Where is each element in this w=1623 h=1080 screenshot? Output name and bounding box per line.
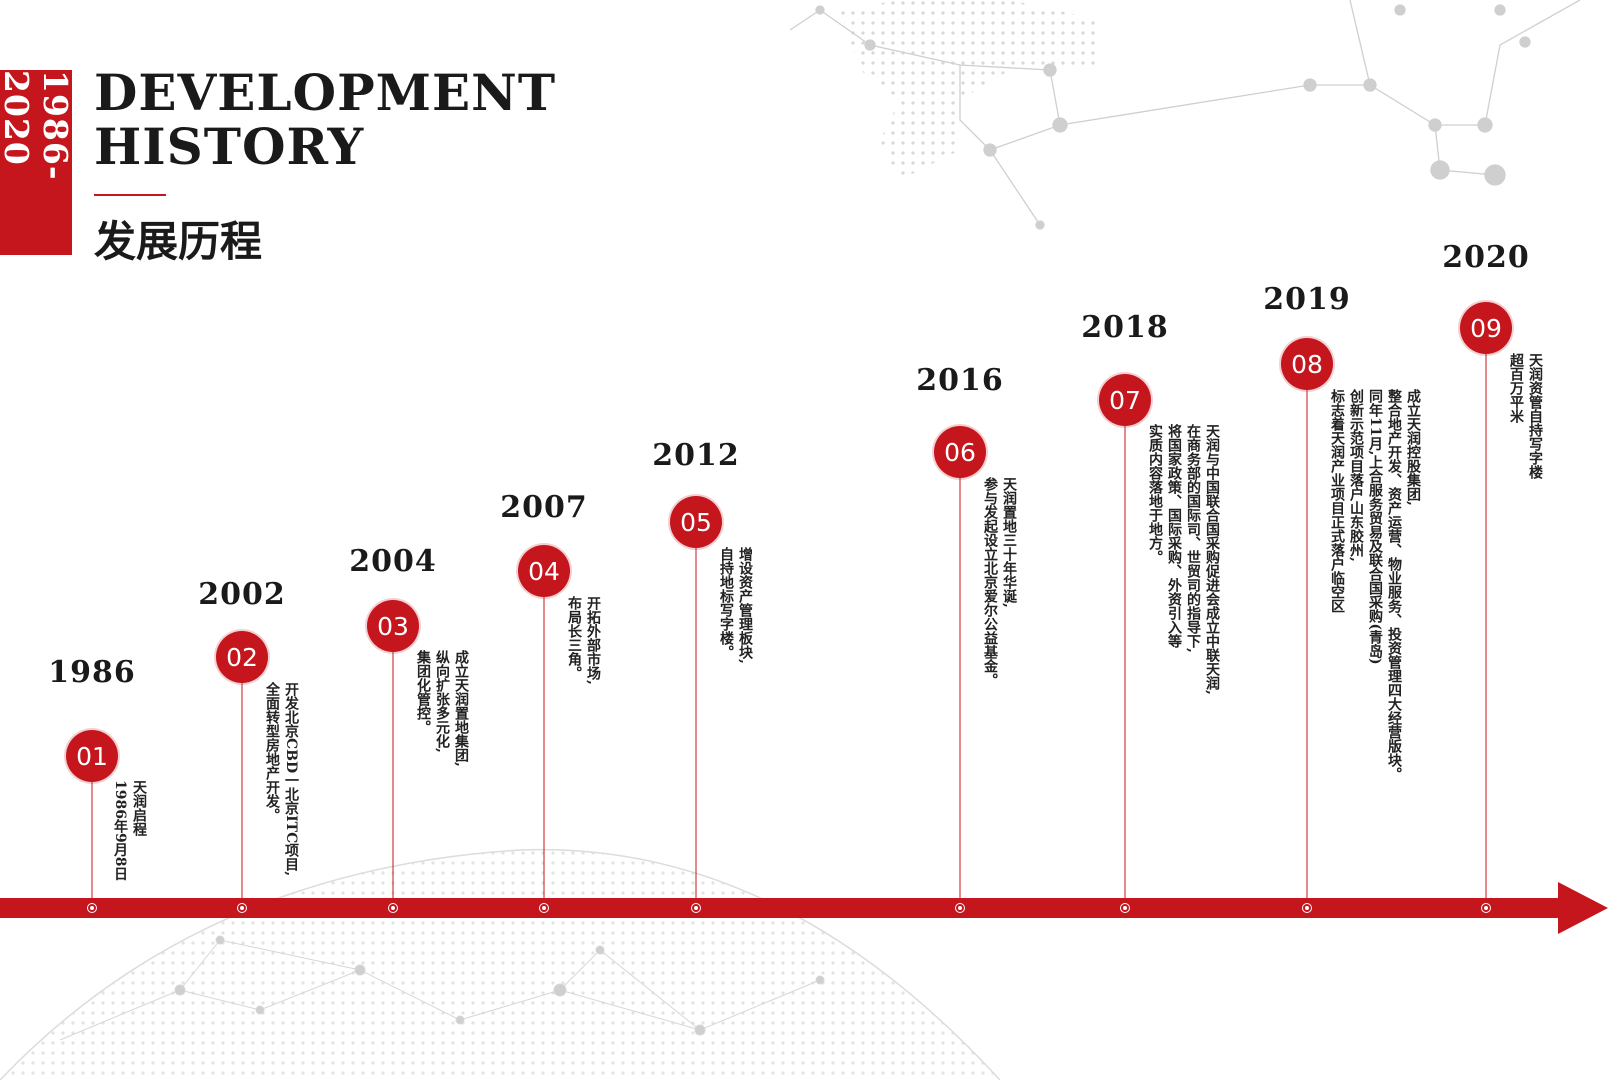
milestone-number-badge: 04 [518, 545, 570, 597]
milestone-description: 天润与中国联合国采购促进会成立中联天润, 在商务部的国际司、世贸司的指导下, 将国家… [1145, 424, 1221, 695]
milestone-description-line: 天润资管自持写字楼 [1527, 353, 1543, 479]
milestone-axis-dot-icon [1120, 903, 1130, 913]
milestone-description-line: 参与发起设立北京爱尔公益基金。 [982, 477, 998, 687]
milestone-number-badge: 06 [934, 426, 986, 478]
milestone-description-line: 天润与中国联合国采购促进会成立中联天润, [1204, 424, 1220, 695]
milestone-description-line: 增设资产管理板块, [737, 547, 753, 664]
milestone-description-line: 1986年9月8日 [112, 780, 128, 881]
milestone-number-badge: 09 [1460, 302, 1512, 354]
milestone-number-badge: 07 [1099, 374, 1151, 426]
milestone-stem [392, 626, 394, 908]
milestone-description-line: 全面转型房地产开发。 [264, 682, 280, 822]
milestone-description: 增设资产管理板块, 自持地标写字楼。 [716, 547, 754, 664]
milestone-number-badge: 05 [670, 496, 722, 548]
milestone-description-line: 标志着天润产业项目正式落户临空区 [1329, 389, 1345, 613]
milestone-description-line: 超百万平米 [1508, 353, 1524, 423]
title-en-line2: HISTORY [94, 117, 365, 176]
milestone-description-line: 将国家政策、国际采购、外资引入等 [1166, 424, 1182, 648]
milestone-description-line: 整合地产开发、资产运营、物业服务、投资管理四大经营版块。 [1386, 389, 1402, 781]
milestone-description-line: 创新示范项目落户山东胶州, [1348, 389, 1364, 562]
milestone-year: 2016 [916, 363, 1004, 398]
milestone-description: 开拓外部市场, 布局长三角。 [564, 596, 602, 685]
milestone-year: 2018 [1081, 310, 1169, 345]
milestone-axis-dot-icon [237, 903, 247, 913]
world-map-decoration [840, 0, 1100, 180]
milestone-stem [1124, 400, 1126, 908]
milestone-description: 天润资管自持写字楼 超百万平米 [1506, 353, 1544, 479]
milestone-description-line: 开拓外部市场, [585, 596, 601, 685]
page-title-en: DEVELOPMENT HISTORY [94, 66, 556, 174]
globe-decoration [0, 848, 1001, 1080]
milestone-stem [543, 571, 545, 908]
milestone-stem [91, 756, 93, 908]
milestone-axis-dot-icon [87, 903, 97, 913]
milestone-axis-dot-icon [388, 903, 398, 913]
milestone-description-line: 天润启程 [131, 780, 147, 836]
milestone-year: 2012 [652, 438, 740, 473]
milestone-year: 2007 [500, 490, 588, 525]
milestone-number-badge: 03 [367, 600, 419, 652]
milestone-axis-dot-icon [1481, 903, 1491, 913]
milestone-stem [241, 657, 243, 908]
milestone-axis-dot-icon [955, 903, 965, 913]
timeline-axis [0, 898, 1563, 918]
milestone-description-line: 集团化管控。 [415, 650, 431, 734]
milestone-description-line: 天润置地三十年华诞, [1001, 477, 1017, 608]
milestone-description-line: 成立天润置地集团, [453, 650, 469, 767]
network-decoration [789, 0, 1581, 230]
milestone-stem [695, 522, 697, 908]
milestone-description-line: 成立天润控股集团, [1405, 389, 1421, 506]
milestone-stem [1306, 364, 1308, 908]
milestone-year: 2019 [1263, 282, 1351, 317]
milestone-stem [959, 452, 961, 908]
milestone-description: 天润置地三十年华诞, 参与发起设立北京爱尔公益基金。 [980, 477, 1018, 687]
milestone-description: 天润启程 1986年9月8日 [110, 780, 148, 880]
milestone-description-line: 自持地标写字楼。 [718, 547, 734, 659]
milestone-axis-dot-icon [539, 903, 549, 913]
milestone-number-badge: 08 [1281, 338, 1333, 390]
milestone-number-badge: 01 [66, 730, 118, 782]
milestone-description-line: 实质内容落地于地方。 [1147, 424, 1163, 564]
milestone-description-line: 同年11月,上合服务贸易及联合国采购(青岛) [1367, 389, 1383, 665]
milestone-description-line: 纵向扩张多元化, [434, 650, 450, 753]
page-title-cn: 发展历程 [94, 217, 263, 266]
timeline-arrow-head-icon [1558, 882, 1608, 934]
milestone-description-line: 布局长三角。 [566, 596, 582, 680]
year-range-label: 1986-2020 [0, 70, 75, 181]
milestone-axis-dot-icon [1302, 903, 1312, 913]
milestone-year: 1986 [48, 655, 136, 690]
year-range-band: 1986-2020 [0, 70, 75, 255]
milestone-description: 成立天润置地集团, 纵向扩张多元化, 集团化管控。 [413, 650, 470, 767]
milestone-axis-dot-icon [691, 903, 701, 913]
milestone-description: 成立天润控股集团, 整合地产开发、资产运营、物业服务、投资管理四大经营版块。 同年1… [1327, 389, 1422, 781]
title-en-line1: DEVELOPMENT [94, 63, 557, 122]
milestone-description-line: 在商务部的国际司、世贸司的指导下, [1185, 424, 1201, 653]
title-divider [94, 194, 166, 196]
milestone-number-badge: 02 [216, 631, 268, 683]
milestone-description-line: 开发北京CBD一北京ITC项目, [283, 682, 299, 877]
milestone-year: 2020 [1442, 240, 1530, 275]
milestone-year: 2002 [198, 577, 286, 612]
milestone-description: 开发北京CBD一北京ITC项目, 全面转型房地产开发。 [262, 682, 300, 876]
milestone-stem [1485, 328, 1487, 908]
milestone-year: 2004 [349, 544, 437, 579]
